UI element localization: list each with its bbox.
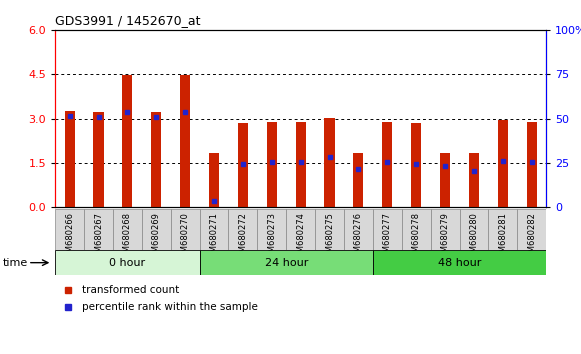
- Bar: [401, 209, 431, 250]
- Bar: [238, 123, 248, 207]
- Text: time: time: [3, 258, 28, 268]
- Bar: [373, 250, 546, 275]
- Bar: [267, 121, 277, 207]
- Bar: [325, 118, 335, 207]
- Bar: [373, 209, 401, 250]
- Bar: [489, 209, 517, 250]
- Text: 48 hour: 48 hour: [438, 258, 481, 268]
- Text: GSM680274: GSM680274: [296, 212, 305, 263]
- Text: GSM680268: GSM680268: [123, 212, 132, 263]
- Text: percentile rank within the sample: percentile rank within the sample: [82, 302, 258, 313]
- Bar: [55, 209, 84, 250]
- Bar: [411, 123, 421, 207]
- Bar: [460, 209, 489, 250]
- Bar: [142, 209, 171, 250]
- Bar: [228, 209, 257, 250]
- Text: GSM680267: GSM680267: [94, 212, 103, 263]
- Bar: [94, 112, 103, 207]
- Text: 0 hour: 0 hour: [109, 258, 145, 268]
- Text: GDS3991 / 1452670_at: GDS3991 / 1452670_at: [55, 14, 200, 27]
- Bar: [180, 75, 190, 207]
- Bar: [526, 121, 537, 207]
- Text: GSM680280: GSM680280: [469, 212, 478, 263]
- Bar: [123, 75, 132, 207]
- Bar: [296, 122, 306, 207]
- Bar: [64, 111, 75, 207]
- Bar: [344, 209, 373, 250]
- Text: GSM680275: GSM680275: [325, 212, 334, 263]
- Bar: [498, 120, 508, 207]
- Text: GSM680278: GSM680278: [412, 212, 421, 263]
- Bar: [286, 209, 315, 250]
- Bar: [257, 209, 286, 250]
- Text: GSM680273: GSM680273: [267, 212, 277, 263]
- Bar: [113, 209, 142, 250]
- Text: GSM680282: GSM680282: [527, 212, 536, 263]
- Text: GSM680271: GSM680271: [210, 212, 218, 263]
- Bar: [55, 250, 200, 275]
- Bar: [431, 209, 460, 250]
- Bar: [315, 209, 344, 250]
- Bar: [84, 209, 113, 250]
- Text: 24 hour: 24 hour: [264, 258, 308, 268]
- Bar: [151, 112, 162, 207]
- Bar: [200, 209, 228, 250]
- Bar: [171, 209, 200, 250]
- Text: GSM680279: GSM680279: [440, 212, 450, 263]
- Text: GSM680276: GSM680276: [354, 212, 363, 263]
- Bar: [382, 121, 392, 207]
- Text: GSM680277: GSM680277: [383, 212, 392, 263]
- Text: GSM680281: GSM680281: [498, 212, 507, 263]
- Text: GSM680270: GSM680270: [181, 212, 189, 263]
- Bar: [440, 153, 450, 207]
- Text: GSM680266: GSM680266: [65, 212, 74, 263]
- Bar: [353, 153, 364, 207]
- Text: GSM680272: GSM680272: [238, 212, 248, 263]
- Bar: [200, 250, 373, 275]
- Text: GSM680269: GSM680269: [152, 212, 161, 263]
- Text: transformed count: transformed count: [82, 285, 179, 295]
- Bar: [469, 153, 479, 207]
- Bar: [517, 209, 546, 250]
- Bar: [209, 153, 219, 207]
